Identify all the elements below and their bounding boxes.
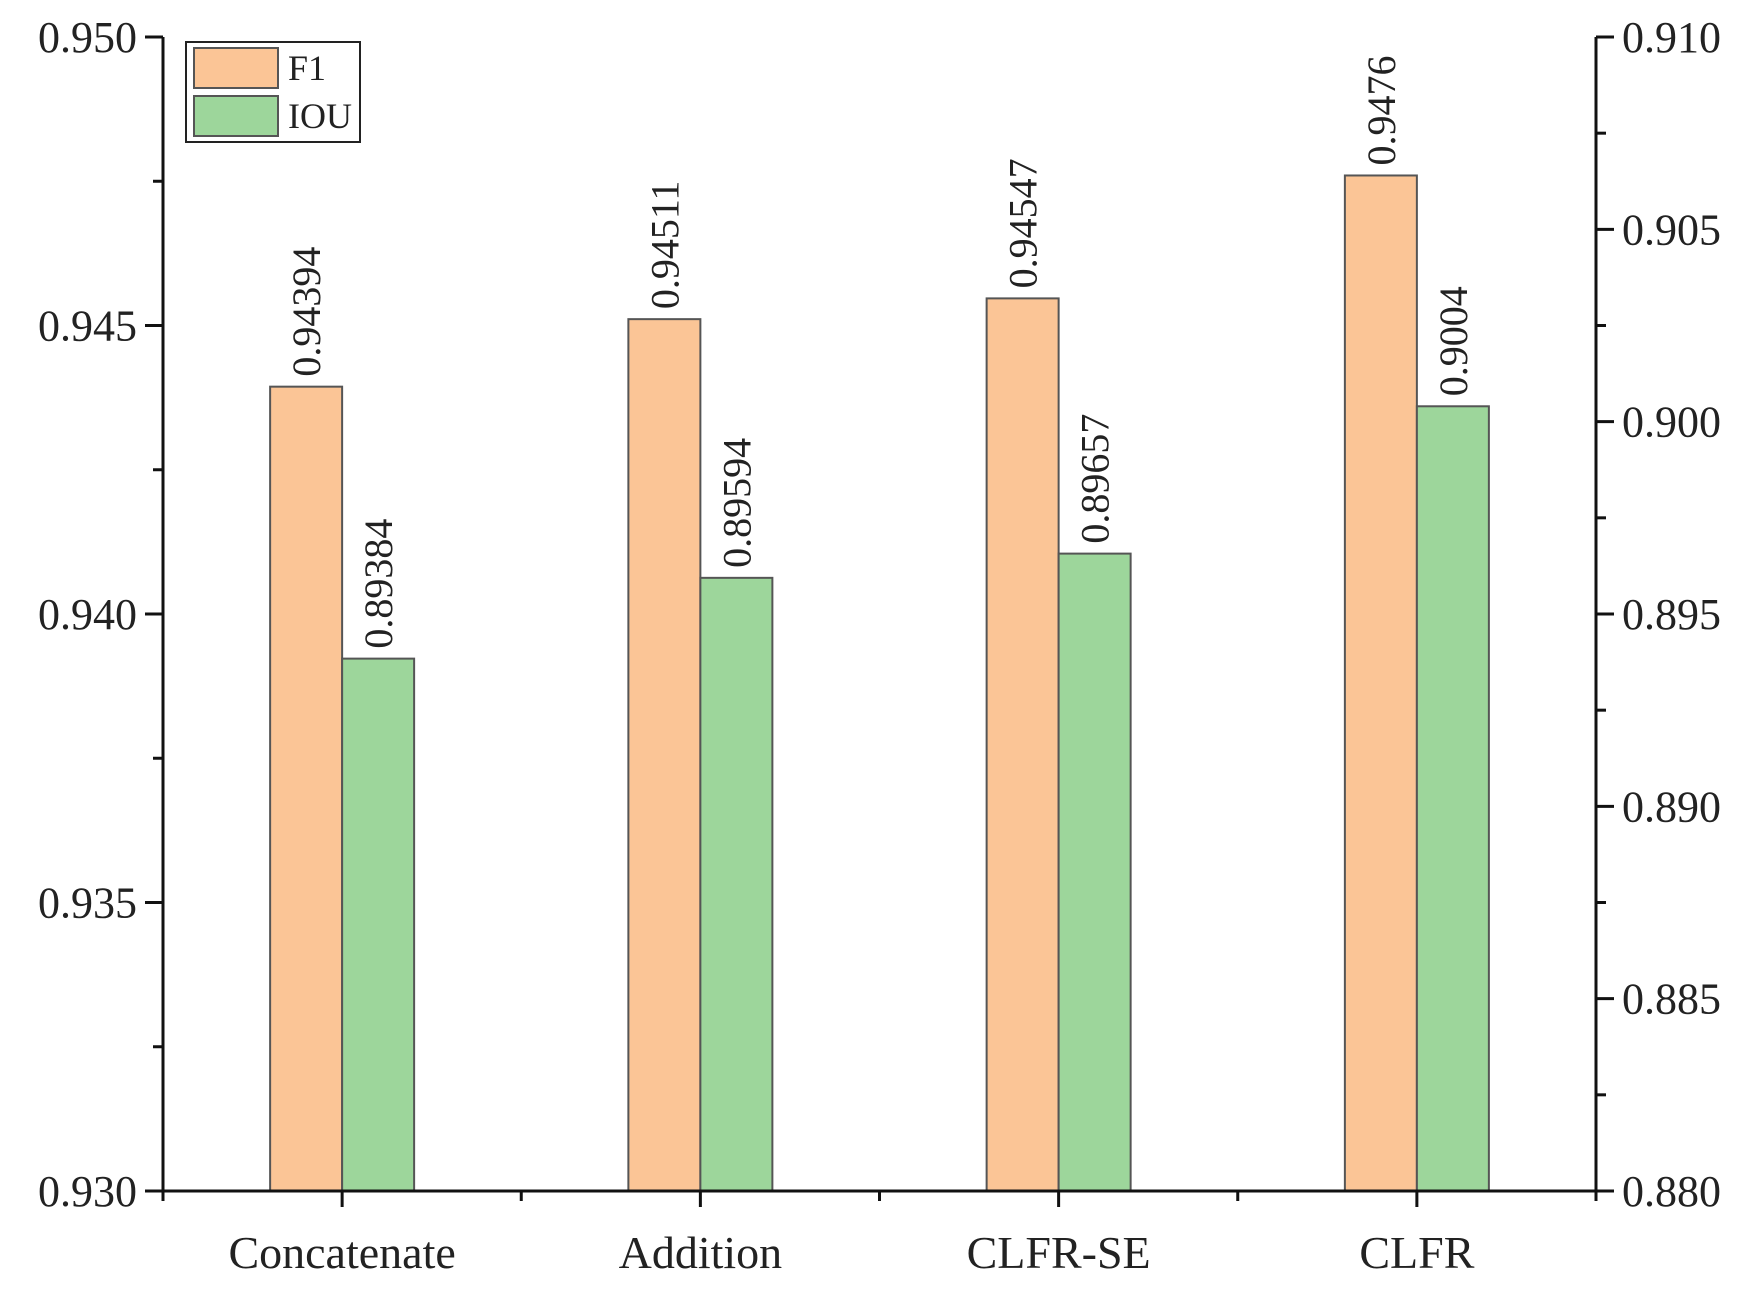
data-label-f1-1: 0.94511 <box>642 181 687 310</box>
x-category-label-3: CLFR <box>1359 1227 1474 1278</box>
legend-label-iou: IOU <box>288 96 352 136</box>
bar-f1-0 <box>269 385 344 1192</box>
data-label-iou-2: 0.89657 <box>1073 414 1118 544</box>
bar-f1-2 <box>985 297 1060 1193</box>
right-tick-label-3: 0.895 <box>1622 590 1721 639</box>
data-label-f1-3: 0.9476 <box>1359 55 1404 165</box>
axes-layer: 0.930 0.935 0.940 0.945 0.950 0.880 0.885 0.890… <box>38 13 1721 1278</box>
bar-iou-2 <box>1057 552 1132 1192</box>
data-label-iou-3: 0.9004 <box>1431 286 1476 396</box>
left-tick-label-2: 0.940 <box>38 590 137 639</box>
bars-layer <box>269 174 1490 1193</box>
bar-iou-1 <box>699 576 774 1192</box>
bar-iou-0 <box>341 657 416 1192</box>
bar-f1-1 <box>627 318 702 1192</box>
left-tick-label-1: 0.935 <box>38 879 137 928</box>
right-tick-label-4: 0.900 <box>1622 398 1721 447</box>
data-label-iou-0: 0.89384 <box>356 519 401 649</box>
bar-iou-3 <box>1415 405 1490 1192</box>
x-category-label-2: CLFR-SE <box>967 1227 1151 1278</box>
x-category-label-1: Addition <box>619 1227 783 1278</box>
left-tick-label-0: 0.930 <box>38 1167 137 1216</box>
left-tick-label-3: 0.945 <box>38 302 137 351</box>
legend-swatch-f1 <box>193 47 279 89</box>
legend-label-f1: F1 <box>288 48 326 88</box>
data-label-iou-1: 0.89594 <box>714 438 759 568</box>
x-category-label-0: Concatenate <box>228 1227 455 1278</box>
right-tick-label-1: 0.885 <box>1622 975 1721 1024</box>
data-label-f1-0: 0.94394 <box>284 247 329 377</box>
bar-f1-3 <box>1343 174 1418 1193</box>
right-tick-label-0: 0.880 <box>1622 1167 1721 1216</box>
legend-swatch-iou <box>193 95 279 137</box>
right-tick-label-2: 0.890 <box>1622 782 1721 831</box>
left-tick-label-4: 0.950 <box>38 13 137 62</box>
right-tick-label-6: 0.910 <box>1622 13 1721 62</box>
legend: F1 IOU <box>185 41 361 143</box>
data-label-f1-2: 0.94547 <box>1001 158 1046 288</box>
right-tick-label-5: 0.905 <box>1622 205 1721 254</box>
labels-layer: 0.94394 0.94511 0.94547 0.9476 0.89384 0.8959… <box>284 55 1476 648</box>
